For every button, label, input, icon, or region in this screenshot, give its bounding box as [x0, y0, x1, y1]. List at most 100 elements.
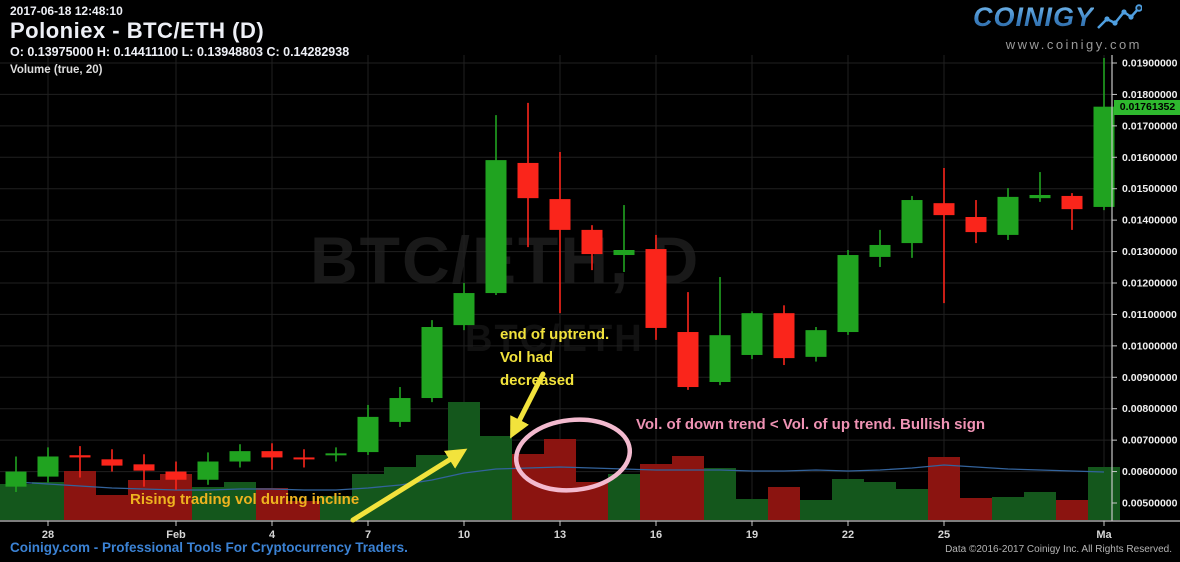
candlestick[interactable] [421, 327, 443, 399]
candlestick[interactable] [773, 313, 795, 359]
candlestick[interactable] [933, 203, 955, 216]
date-axis-label: 16 [650, 529, 662, 541]
volume-bar[interactable] [64, 471, 96, 520]
candlestick[interactable] [645, 249, 667, 328]
candlestick[interactable] [293, 457, 315, 460]
yellow-arrow-down [510, 371, 546, 439]
candlestick[interactable] [69, 455, 91, 458]
volume-bar[interactable] [832, 479, 864, 520]
volume-bar[interactable] [96, 495, 128, 520]
candlestick[interactable] [261, 451, 283, 458]
price-axis-label: 0.01900000 [1122, 58, 1178, 70]
ohlc-readout: O: 0.13975000 H: 0.14411100 L: 0.1394880… [10, 45, 350, 59]
volume-bar[interactable] [1056, 500, 1088, 520]
footer-copyright: Data ©2016-2017 Coinigy Inc. All Rights … [945, 544, 1172, 555]
date-axis-label: Feb [166, 529, 186, 541]
annotation-rising-vol: Rising trading vol during incline [130, 491, 360, 508]
price-axis-label: 0.00500000 [1122, 498, 1178, 510]
volume-bar[interactable] [192, 487, 224, 520]
logo-chart-icon [1096, 4, 1143, 39]
volume-bar[interactable] [128, 480, 160, 520]
candlestick[interactable] [901, 200, 923, 244]
volume-bar[interactable] [736, 499, 768, 520]
volume-bar[interactable] [960, 498, 992, 520]
candlestick[interactable] [485, 160, 507, 294]
candlestick[interactable] [837, 255, 859, 333]
volume-bar[interactable] [800, 500, 832, 520]
volume-bar[interactable] [32, 482, 64, 520]
price-axis-label: 0.01800000 [1122, 89, 1178, 101]
volume-bar[interactable] [992, 497, 1024, 520]
chart-title: Poloniex - BTC/ETH (D) [10, 18, 265, 43]
volume-bar[interactable] [928, 457, 960, 520]
volume-bar[interactable] [224, 482, 256, 520]
gridlines [0, 55, 1112, 521]
candlestick[interactable] [677, 332, 699, 388]
candlestick[interactable] [965, 217, 987, 233]
candlestick[interactable] [5, 471, 27, 487]
volume-indicator-label[interactable]: Volume (true, 20) [10, 64, 103, 76]
candlestick[interactable] [357, 416, 379, 453]
volume-bar[interactable] [448, 402, 480, 520]
date-axis-label: 7 [365, 529, 371, 541]
price-axis-label: 0.00900000 [1122, 372, 1178, 384]
volume-bar[interactable] [896, 489, 928, 520]
date-axis-label: 4 [269, 529, 276, 541]
candlesticks[interactable] [5, 57, 1115, 492]
candlestick[interactable] [229, 451, 251, 462]
price-axis-label: 0.01700000 [1122, 120, 1178, 132]
candlestick[interactable] [517, 162, 539, 199]
candlestick[interactable] [197, 461, 219, 480]
pink-circle-annotation [513, 417, 633, 493]
yellow-arrow-up [350, 448, 468, 523]
price-axis-label: 0.01500000 [1122, 183, 1178, 195]
candlestick[interactable] [165, 471, 187, 480]
chart-timestamp: 2017-06-18 12:48:10 [10, 4, 123, 18]
date-axis-label: Ma [1096, 529, 1112, 541]
date-axis-label: 28 [42, 529, 54, 541]
candlestick[interactable] [101, 459, 123, 466]
candlestick[interactable] [389, 398, 411, 422]
volume-bar[interactable] [320, 496, 352, 520]
candlestick[interactable] [1093, 106, 1115, 207]
date-axis-label: 13 [554, 529, 566, 541]
candlestick[interactable] [869, 244, 891, 257]
volume-bar[interactable] [864, 482, 896, 520]
footer-tagline[interactable]: Coinigy.com - Professional Tools For Cry… [10, 540, 408, 555]
volume-bar[interactable] [640, 464, 672, 520]
candlestick[interactable] [997, 196, 1019, 235]
price-axis-label: 0.01000000 [1122, 340, 1178, 352]
candlestick[interactable] [549, 199, 571, 230]
candlestick[interactable] [1029, 195, 1051, 199]
date-axis-label: 10 [458, 529, 470, 541]
volume-bar[interactable] [704, 468, 736, 520]
price-axis-label: 0.01400000 [1122, 215, 1178, 227]
candlestick[interactable] [741, 313, 763, 355]
annotation-end-of-uptrend: end of uptrend. Vol had decreased [500, 326, 610, 389]
candlestick[interactable] [613, 250, 635, 256]
candlestick[interactable] [133, 464, 155, 471]
coinigy-url[interactable]: www.coinigy.com [1005, 37, 1142, 53]
candlestick[interactable] [37, 456, 59, 477]
candlestick[interactable] [805, 330, 827, 357]
price-axis-label: 0.01200000 [1122, 278, 1178, 290]
volume-bar[interactable] [480, 436, 512, 520]
candlestick[interactable] [453, 293, 475, 326]
volume-bars[interactable] [0, 402, 1120, 520]
candlestick[interactable] [709, 335, 731, 382]
volume-bar[interactable] [1088, 467, 1120, 520]
date-axis-label: 25 [938, 529, 950, 541]
volume-bar[interactable] [256, 488, 288, 520]
volume-bar[interactable] [608, 474, 640, 520]
volume-bar[interactable] [672, 456, 704, 520]
volume-bar[interactable] [544, 439, 576, 520]
volume-bar[interactable] [1024, 492, 1056, 520]
date-axis-label: 22 [842, 529, 854, 541]
volume-bar[interactable] [288, 501, 320, 520]
candlestick[interactable] [1061, 195, 1083, 210]
annotation-bullish-sign: Vol. of down trend < Vol. of up trend. B… [636, 416, 986, 433]
volume-bar[interactable] [768, 487, 800, 520]
candlestick[interactable] [325, 453, 347, 456]
candlestick[interactable] [581, 229, 603, 255]
